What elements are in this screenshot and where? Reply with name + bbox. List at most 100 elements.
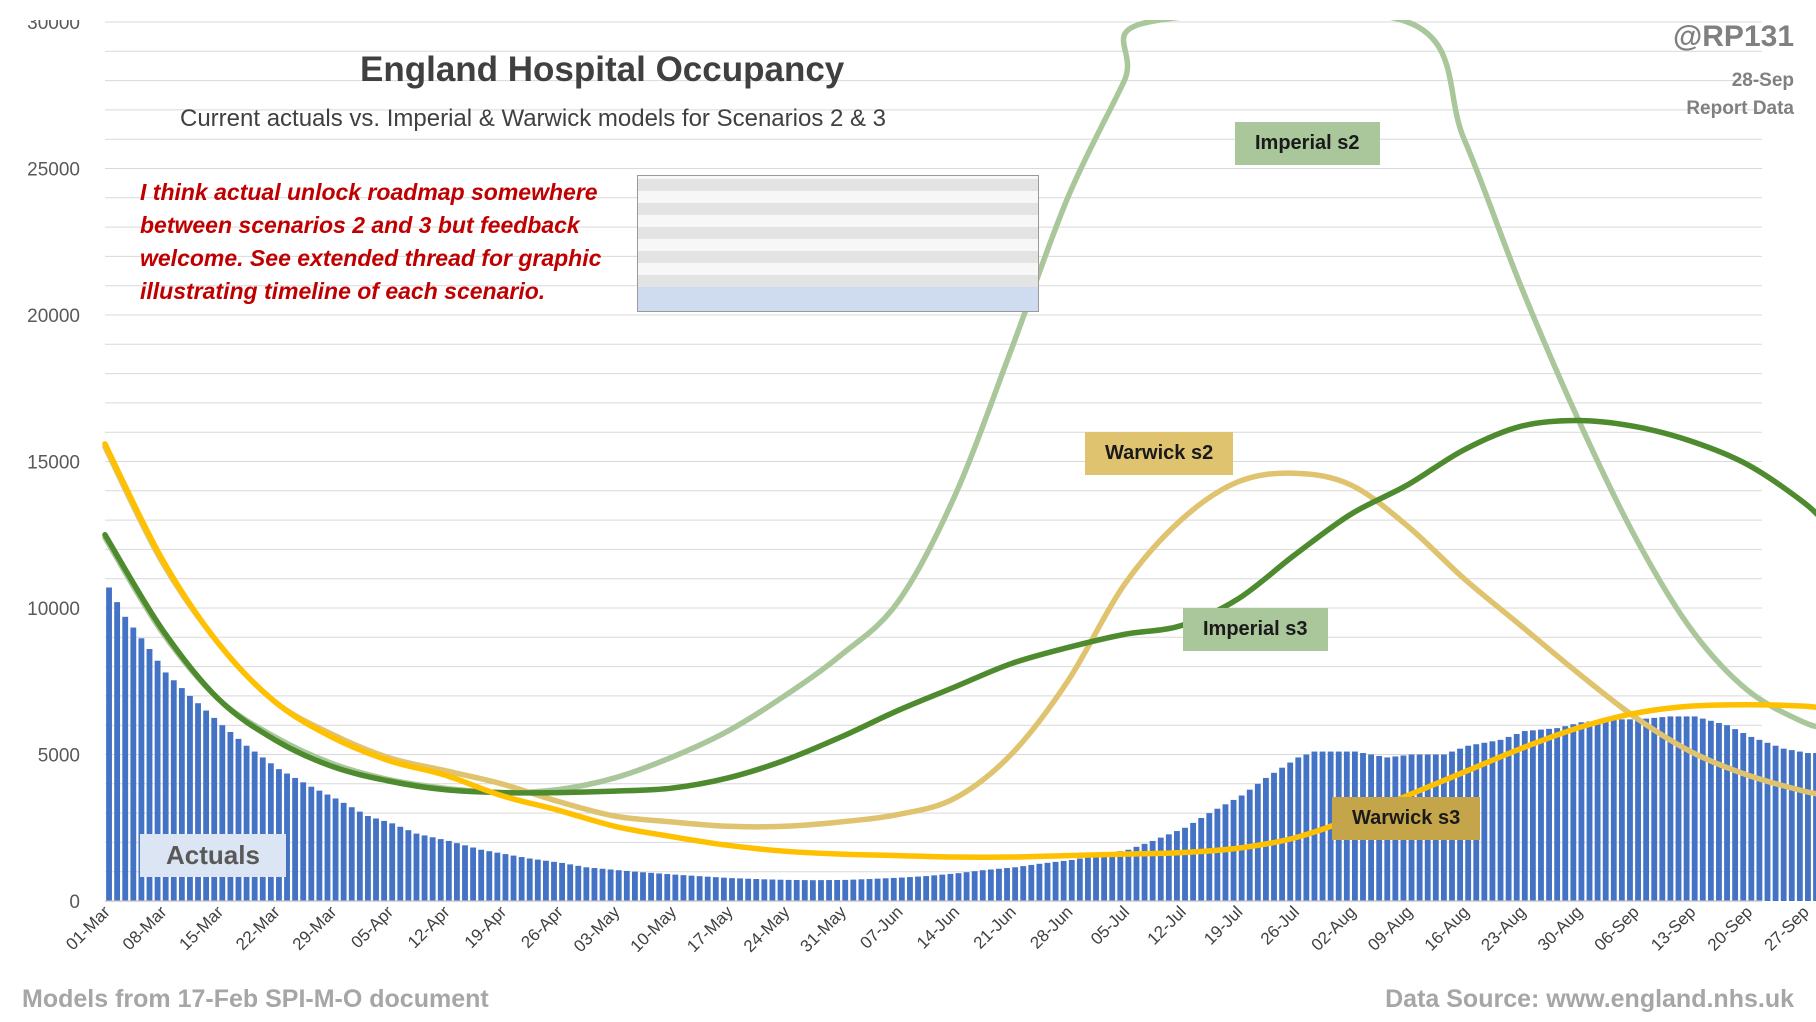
actuals-bar	[219, 725, 226, 901]
label-imperial-s3: Imperial s3	[1183, 608, 1328, 651]
actuals-bar	[745, 878, 752, 901]
actuals-bar	[340, 802, 347, 901]
actuals-bar	[1190, 822, 1197, 901]
actuals-bar	[1044, 862, 1051, 901]
actuals-bar	[680, 875, 687, 901]
actuals-bar	[1165, 834, 1172, 901]
actuals-bar	[599, 868, 606, 901]
footer-data-source: Data Source: www.england.nhs.uk	[1385, 985, 1794, 1013]
actuals-bar	[1093, 855, 1099, 901]
actuals-bar	[1206, 813, 1213, 901]
actuals-bar	[688, 875, 695, 901]
actuals-bar	[1149, 840, 1156, 901]
actuals-bar	[818, 880, 824, 901]
actuals-bar	[1772, 745, 1779, 901]
actuals-bar	[1635, 719, 1641, 901]
actuals-bar	[1076, 858, 1083, 901]
actuals-bar	[1133, 846, 1140, 901]
actuals-bar	[1068, 859, 1075, 901]
actuals-bar	[1546, 728, 1552, 901]
actuals-bar	[195, 703, 201, 901]
actuals-bar	[1109, 852, 1116, 901]
actuals-bar	[187, 695, 193, 901]
actuals-bar	[955, 873, 962, 901]
actuals-bar	[777, 879, 784, 901]
actuals-bar	[882, 878, 889, 901]
actuals-bar	[712, 877, 719, 901]
x-tick-label: 19-Jul	[1200, 902, 1246, 948]
actuals-bar	[267, 763, 274, 901]
actuals-bar	[1594, 720, 1601, 901]
actuals-bar	[996, 868, 1002, 901]
actuals-bar	[842, 879, 849, 901]
actuals-bar	[1157, 837, 1164, 901]
actuals-bar	[284, 773, 290, 901]
actuals-bar	[551, 861, 557, 901]
actuals-bar	[1578, 722, 1585, 901]
actuals-bar	[1117, 851, 1124, 901]
author-handle: @RP131	[1673, 20, 1794, 53]
actuals-bar	[737, 878, 743, 901]
x-tick-label: 22-Mar	[232, 902, 284, 954]
x-tick-label: 15-Mar	[176, 902, 228, 954]
actuals-bar	[575, 865, 582, 901]
actuals-bar	[1764, 742, 1771, 901]
chart-subtitle: Current actuals vs. Imperial & Warwick m…	[180, 105, 887, 132]
actuals-bar	[445, 840, 452, 901]
x-tick-label: 21-Jun	[970, 902, 1020, 952]
actuals-bar	[518, 857, 525, 901]
actuals-bar	[1295, 757, 1302, 901]
actuals-bar	[203, 710, 210, 901]
actuals-bar	[356, 811, 363, 901]
actuals-bar	[826, 880, 832, 901]
actuals-bar	[397, 826, 404, 901]
x-tick-label: 29-Mar	[289, 902, 341, 954]
x-tick-label: 09-Aug	[1364, 902, 1416, 954]
actuals-bar	[421, 835, 428, 901]
y-tick-label: 25000	[27, 160, 80, 181]
actuals-bar	[931, 875, 938, 901]
actuals-bar	[170, 680, 177, 901]
actuals-bar	[138, 638, 145, 901]
actuals-bar	[1529, 730, 1536, 901]
actuals-bar	[1562, 726, 1569, 901]
line-imperial-s3	[102, 417, 1816, 796]
label-warwick-s2: Warwick s2	[1085, 432, 1234, 475]
x-tick-label: 17-May	[683, 902, 737, 956]
actuals-bar	[1618, 719, 1625, 901]
actuals-bar	[729, 878, 735, 901]
actuals-bar	[1060, 860, 1067, 901]
y-tick-label: 15000	[27, 453, 80, 474]
actuals-bar	[890, 877, 897, 901]
actuals-bar	[486, 851, 493, 901]
actuals-bar	[1780, 748, 1787, 901]
actuals-bar	[292, 777, 299, 901]
actuals-bar	[1716, 723, 1722, 901]
y-tick-label: 5000	[38, 746, 80, 767]
x-tick-label: 27-Sep	[1761, 902, 1813, 954]
actuals-bar	[1756, 739, 1763, 901]
label-actuals: Actuals	[140, 834, 286, 877]
y-tick-label: 10000	[27, 599, 80, 620]
label-warwick-s3: Warwick s3	[1332, 797, 1481, 840]
actuals-bar	[381, 820, 388, 901]
actuals-bar	[1319, 751, 1326, 901]
x-tick-label: 12-Jul	[1144, 902, 1190, 948]
actuals-bar	[696, 876, 703, 901]
actuals-bar	[1141, 843, 1148, 901]
x-tick-label: 13-Sep	[1647, 902, 1699, 954]
actuals-bar	[454, 843, 460, 901]
actuals-bar	[1182, 827, 1188, 901]
x-tick-label: 31-May	[796, 902, 850, 956]
actuals-bar	[567, 864, 574, 901]
plot-top-mask	[0, 0, 1816, 20]
actuals-bar	[162, 672, 169, 901]
actuals-bar	[785, 879, 792, 901]
actuals-bar	[947, 873, 954, 901]
actuals-bar	[801, 880, 808, 901]
y-tick-label: 20000	[27, 306, 80, 327]
actuals-bar	[1602, 720, 1609, 901]
actuals-bar	[526, 858, 533, 901]
actuals-bar	[114, 602, 121, 901]
